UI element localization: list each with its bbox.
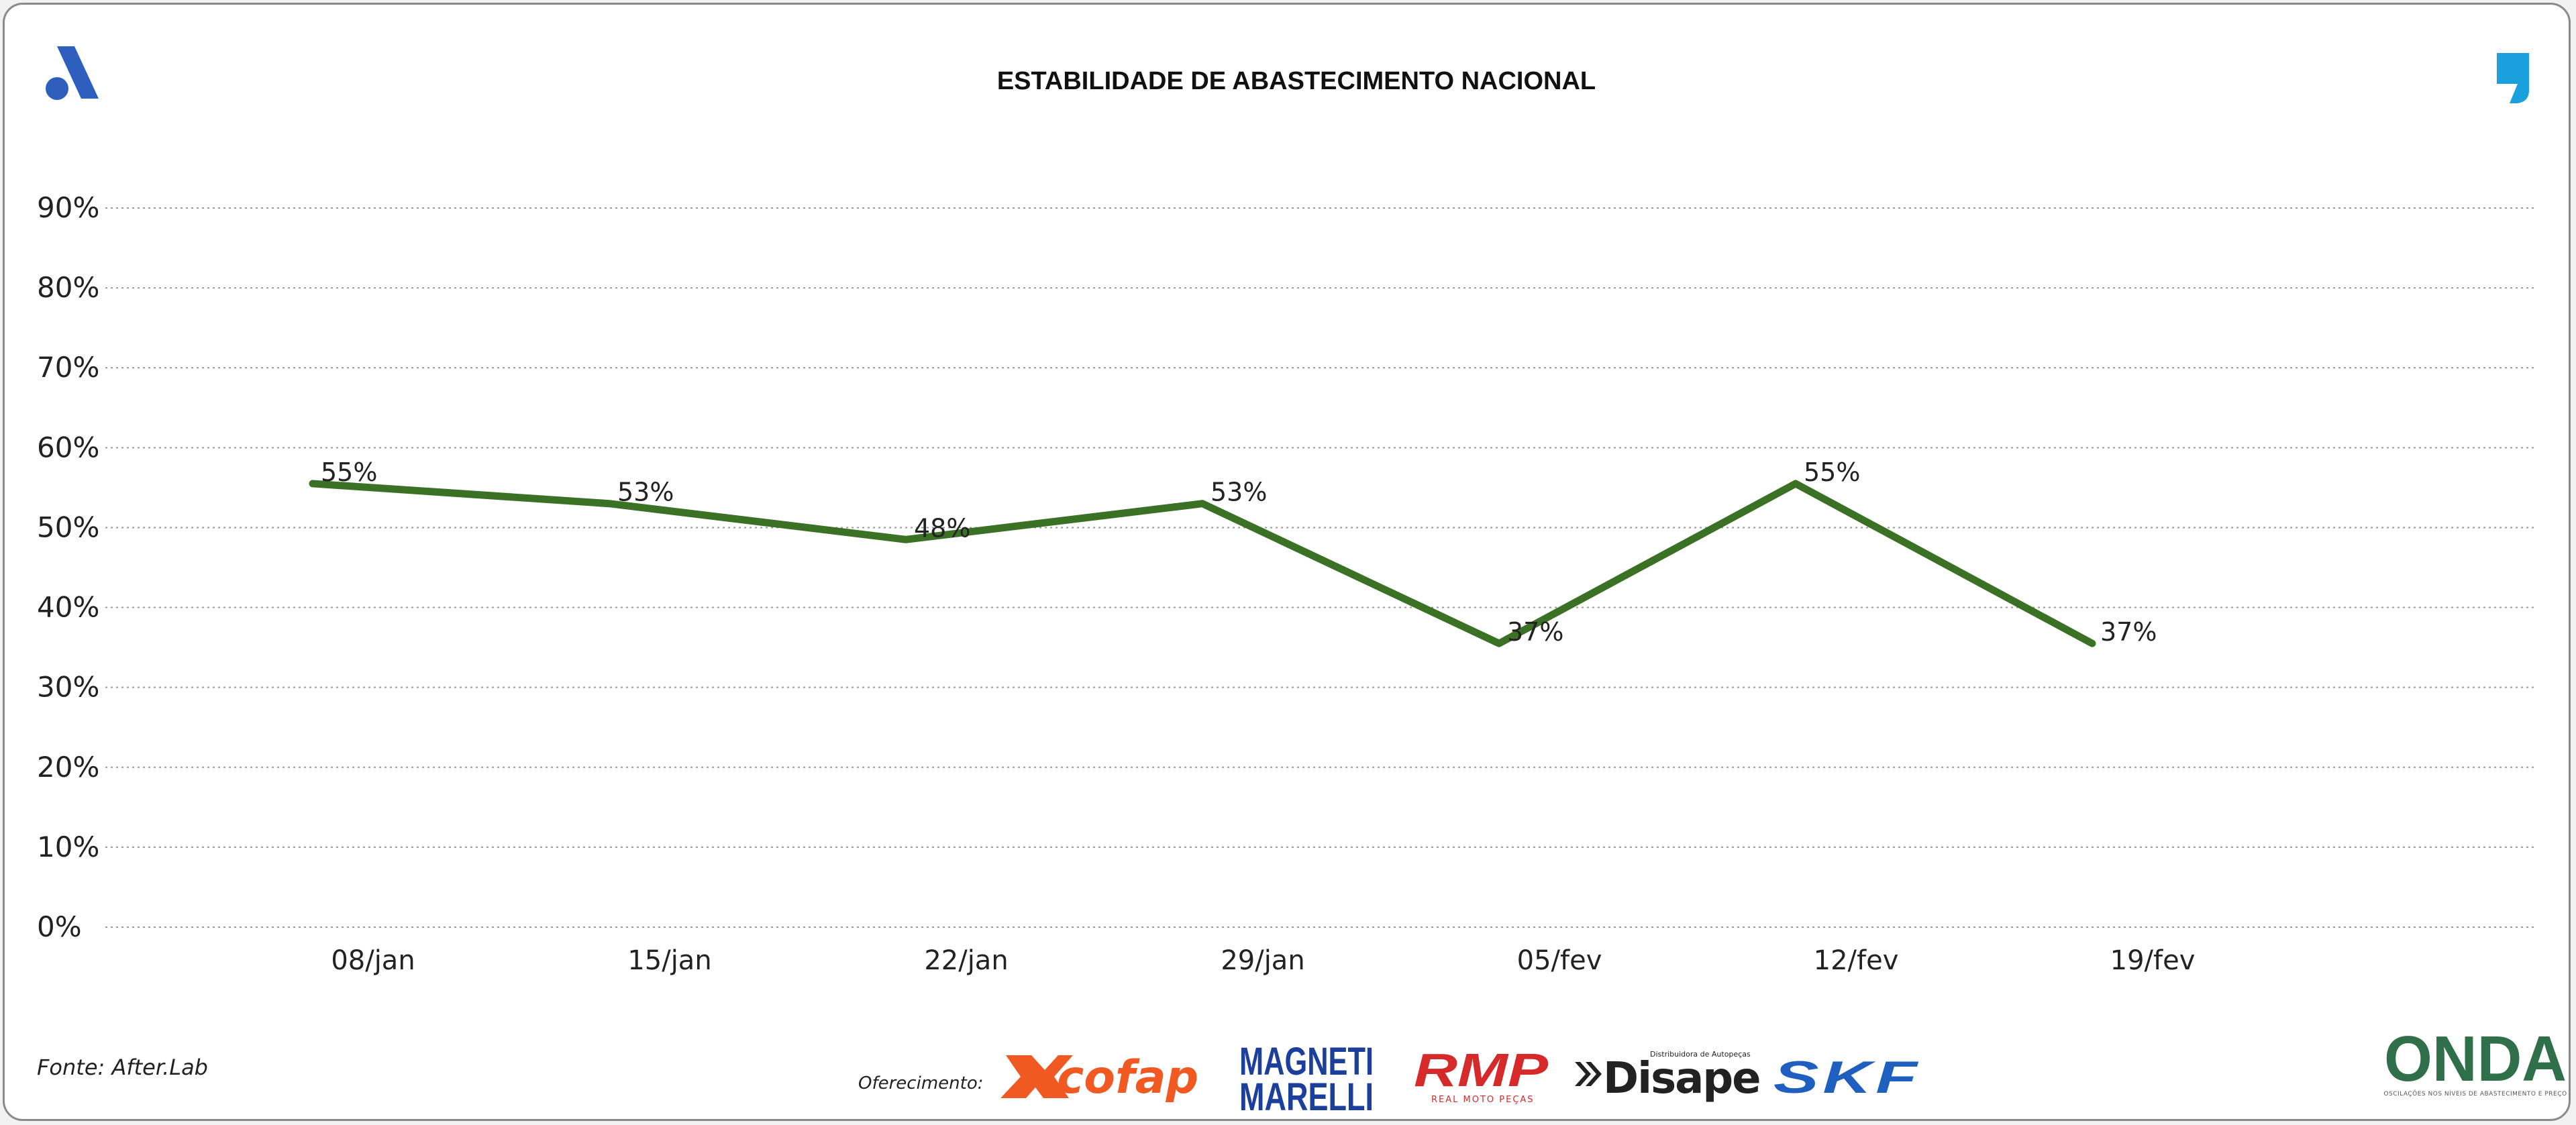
data-label: 55%: [1804, 458, 1860, 487]
svg-text:Disape: Disape: [1603, 1054, 1760, 1104]
onda-logo: ONDA OSCILAÇÕES NOS NÍVEIS DE ABASTECIME…: [2383, 1023, 2567, 1097]
series-line: [309, 480, 2096, 647]
y-tick-label: 10%: [37, 831, 99, 863]
y-tick-label: 70%: [37, 351, 99, 384]
y-tick-label: 60%: [37, 431, 99, 464]
data-label: 48%: [914, 513, 970, 543]
y-tick-label: 40%: [37, 591, 99, 624]
y-tick-label: 80%: [37, 271, 99, 304]
x-tick-label: 15/jan: [627, 945, 711, 976]
svg-text:MARELLI: MARELLI: [1239, 1075, 1374, 1119]
data-label: 55%: [321, 458, 377, 487]
svg-text:cofap: cofap: [1057, 1051, 1198, 1104]
data-labels: 55% 53% 48% 53% 37% 55% 37%: [321, 458, 2157, 647]
gridlines: [105, 207, 2537, 928]
svg-text:RMP: RMP: [1414, 1044, 1548, 1096]
source-text: Fonte: After.Lab: [37, 1055, 208, 1080]
svg-text:Distribuidora de Autopeças: Distribuidora de Autopeças: [1650, 1050, 1751, 1059]
x-axis-ticks: 08/jan 15/jan 22/jan 29/jan 05/fev 12/fev 19/f…: [331, 945, 2195, 976]
svg-text:ONDA: ONDA: [2384, 1023, 2567, 1095]
disape-logo: Disape Distribuidora de Autopeças: [1575, 1050, 1761, 1104]
x-tick-label: 08/jan: [331, 945, 415, 976]
skf-logo: SKF: [1773, 1052, 1921, 1103]
sponsor-label: Oferecimento:: [858, 1073, 983, 1093]
x-tick-label: 12/fev: [1814, 945, 1899, 976]
data-label: 53%: [617, 478, 674, 507]
svg-text:OSCILAÇÕES NOS NÍVEIS DE ABAST: OSCILAÇÕES NOS NÍVEIS DE ABASTECIMENTO E…: [2383, 1089, 2567, 1097]
y-tick-label: 20%: [37, 751, 99, 784]
magneti-marelli-logo: MAGNETI MARELLI: [1239, 1040, 1374, 1119]
y-axis-ticks: 0% 10% 20% 30% 40% 50% 60% 70% 80% 90%: [37, 191, 99, 943]
x-tick-label: 22/jan: [924, 945, 1008, 976]
y-tick-label: 50%: [37, 511, 99, 543]
svg-text:SKF: SKF: [1773, 1052, 1921, 1103]
brand-logo-icon: [46, 46, 99, 100]
cofap-logo: cofap: [1000, 1051, 1198, 1104]
x-tick-label: 05/fev: [1517, 945, 1602, 976]
svg-text:MAGNETI: MAGNETI: [1239, 1040, 1374, 1083]
quote-icon: [2497, 53, 2529, 103]
data-label: 53%: [1210, 478, 1267, 507]
data-label: 37%: [1507, 617, 1563, 647]
y-tick-label: 0%: [37, 910, 82, 943]
y-tick-label: 30%: [37, 671, 99, 704]
x-tick-label: 19/fev: [2110, 945, 2196, 976]
rmp-logo: RMP REAL MOTO PEÇAS: [1414, 1044, 1548, 1105]
chart-svg: ESTABILIDADE DE ABASTECIMENTO NACIONAL 0…: [37, 46, 2567, 1119]
chart-card: ESTABILIDADE DE ABASTECIMENTO NACIONAL 0…: [3, 3, 2571, 1121]
chart-title: ESTABILIDADE DE ABASTECIMENTO NACIONAL: [997, 67, 1596, 95]
x-tick-label: 29/jan: [1221, 945, 1304, 976]
data-label: 37%: [2100, 617, 2157, 647]
y-tick-label: 90%: [37, 191, 99, 224]
svg-text:REAL MOTO PEÇAS: REAL MOTO PEÇAS: [1431, 1095, 1535, 1105]
